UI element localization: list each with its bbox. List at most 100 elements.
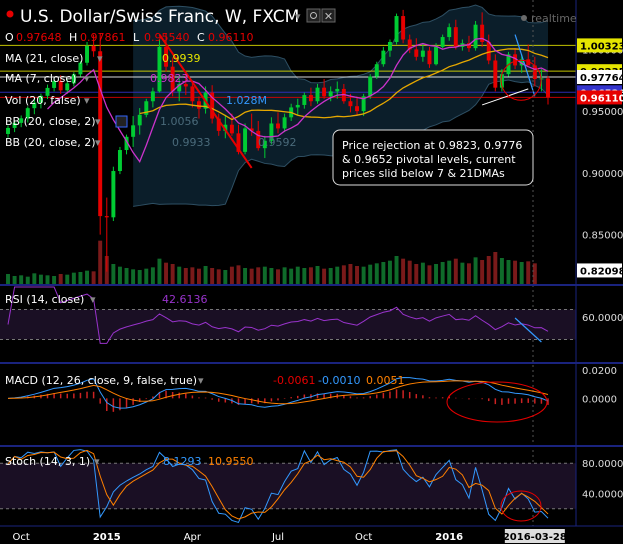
volume-bar — [131, 269, 136, 284]
ma21-dropdown-icon[interactable]: ▾ — [97, 52, 103, 65]
rsi-tick-0: 60.0000 — [582, 313, 623, 324]
volume-bar — [394, 256, 399, 284]
volume-bar — [164, 262, 169, 284]
rsi-dropdown-icon[interactable]: ▾ — [90, 293, 96, 306]
volume-bar — [414, 264, 419, 284]
candle-body — [381, 50, 386, 65]
candle-body — [440, 37, 445, 47]
volume-bar — [85, 270, 89, 284]
volume-bar — [302, 268, 307, 284]
stoch-dropdown-icon[interactable]: ▾ — [94, 455, 100, 468]
candle-body — [387, 41, 392, 51]
candle-body — [526, 59, 531, 66]
ohlc-label-l: L — [133, 31, 140, 44]
downtrend-line — [158, 34, 253, 169]
ma7-value: 0.9823 — [150, 72, 189, 85]
stoch-d-value: 10.9550 — [208, 455, 254, 468]
candle-body — [58, 80, 63, 91]
bb1-dropdown-icon[interactable]: ▾ — [95, 115, 101, 128]
time-label-5: 2016 — [435, 532, 463, 543]
volume-bar — [486, 256, 491, 284]
candle-body — [12, 122, 17, 128]
support-line — [481, 88, 529, 106]
volume-bar — [190, 267, 195, 284]
volume-bar — [229, 266, 234, 284]
candle-body — [85, 45, 89, 63]
volume-bar — [71, 272, 76, 284]
ma21-value: 0.9939 — [162, 52, 201, 65]
bb1-settings-icon[interactable] — [115, 115, 128, 128]
volume-bar — [210, 268, 215, 284]
vol-label[interactable]: Vol (20, false) — [5, 94, 81, 107]
candle-body — [98, 51, 103, 217]
candle-body — [315, 87, 320, 102]
candle-body — [262, 140, 267, 149]
annotation-line-2: & 0.9652 pivotal levels, current — [342, 153, 516, 166]
status-dot-icon — [6, 10, 14, 18]
price-tag-0: 1.00323 — [580, 41, 623, 52]
candle-body — [295, 104, 300, 108]
candle-body — [269, 123, 274, 141]
rsi-pane — [0, 286, 576, 344]
candle-body — [407, 39, 412, 50]
candle-body — [282, 117, 287, 129]
stoch-label[interactable]: Stoch (14, 3, 1) — [5, 455, 90, 468]
volume-bar — [177, 266, 182, 284]
realtime-dot-icon — [521, 15, 527, 21]
indicator-legend: MA (21, close) ▾ 0.9939 MA (7, close) ▾ … — [5, 52, 297, 149]
candle-body — [170, 66, 175, 92]
vol-dropdown-icon[interactable]: ▾ — [84, 94, 90, 107]
candle-body — [348, 101, 353, 107]
volume-bar — [460, 262, 465, 284]
macd-dropdown-icon[interactable]: ▾ — [198, 374, 204, 387]
volume-bar — [467, 263, 471, 284]
bb2-dropdown-icon[interactable]: ▾ — [95, 136, 101, 149]
rsi-band — [0, 309, 576, 340]
candle-body — [150, 91, 155, 102]
volume-bar — [183, 268, 188, 284]
ohlc-value-l: 0.95540 — [144, 31, 190, 44]
volume-bar — [499, 258, 504, 284]
candle-body — [256, 130, 261, 149]
volume-bar — [420, 262, 425, 284]
macd-label[interactable]: MACD (12, 26, close, 9, false, true) — [5, 374, 197, 387]
candle-body — [414, 49, 419, 57]
volume-bar — [322, 268, 327, 284]
time-axis: Oct 2015 Apr Jul Oct 2016 2016-03-28 — [13, 529, 567, 543]
volume-bar — [493, 252, 498, 284]
price-tick-2: 0.90000 — [582, 169, 623, 180]
symbol-dropdown-icon[interactable]: ▾ — [295, 10, 301, 23]
volume-bar — [447, 260, 452, 284]
annotation-line-3: prices slid below 7 & 21DMAs — [342, 167, 505, 180]
volume-bar — [387, 260, 392, 284]
ma7-label[interactable]: MA (7, close) — [5, 72, 76, 85]
volume-bar — [38, 274, 43, 284]
volume-bar — [434, 264, 439, 284]
rsi-label[interactable]: RSI (14, close) — [5, 293, 84, 306]
chart-title: U.S. Dollar/Swiss Franc, W, FXCM — [20, 7, 299, 27]
stoch-d-line — [7, 449, 549, 520]
price-tag-bg-2 — [577, 70, 622, 85]
volume-bar — [25, 276, 30, 284]
volume-bar — [440, 262, 445, 284]
candle-body — [236, 133, 241, 152]
candle-body — [197, 101, 201, 109]
close-icon[interactable] — [321, 8, 336, 23]
bb1-label[interactable]: BB (20, close, 2) — [5, 115, 96, 128]
annotation-box — [332, 129, 534, 186]
price-tag-bg-4 — [577, 90, 622, 105]
candle-body — [493, 60, 498, 88]
candle-body — [434, 46, 439, 65]
volume-bar — [236, 265, 241, 284]
ma21-label[interactable]: MA (21, close) — [5, 52, 83, 65]
ma7-dropdown-icon[interactable]: ▾ — [84, 72, 90, 85]
volume-bar — [407, 260, 412, 284]
candle-body — [453, 27, 458, 47]
time-cursor-bg — [504, 529, 565, 543]
settings-icon[interactable] — [306, 8, 321, 23]
volume-bar — [78, 272, 83, 284]
candle-body — [467, 43, 471, 49]
chart-header: U.S. Dollar/Swiss Franc, W, FXCM ▾ ✕ rea… — [6, 7, 577, 27]
candle-body — [355, 106, 359, 112]
bb2-label[interactable]: BB (20, close, 2) — [5, 136, 96, 149]
